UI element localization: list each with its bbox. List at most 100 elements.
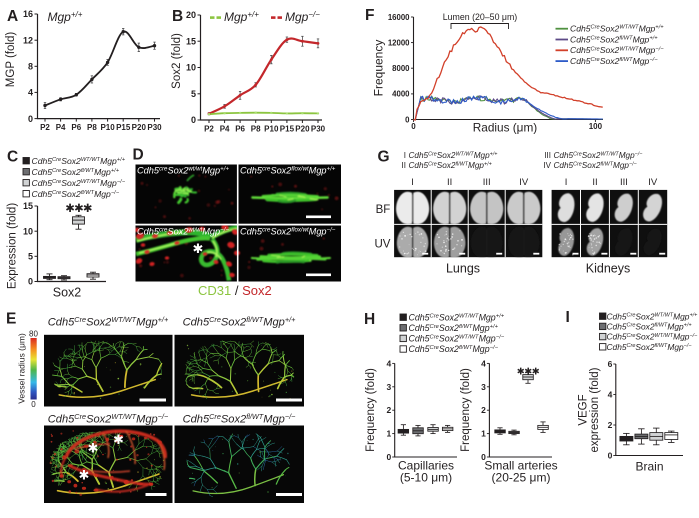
svg-text:P10: P10 bbox=[100, 123, 115, 132]
svg-text:10: 10 bbox=[186, 63, 196, 73]
svg-text:III: III bbox=[620, 177, 628, 188]
svg-text:12000: 12000 bbox=[388, 38, 410, 47]
svg-text:II: II bbox=[402, 161, 406, 170]
svg-text:UV: UV bbox=[375, 239, 391, 251]
svg-text:P4: P4 bbox=[220, 125, 230, 134]
svg-text:0: 0 bbox=[481, 452, 486, 462]
svg-text:Cdh5CreSox2WT/WTMgp−/−: Cdh5CreSox2WT/WTMgp−/− bbox=[48, 412, 169, 426]
svg-text:Cdh5CreSox2WT/WTMgp−/−: Cdh5CreSox2WT/WTMgp−/− bbox=[570, 45, 664, 55]
svg-text:Cdh5CreSox2fl/WTMgp+/+: Cdh5CreSox2fl/WTMgp+/+ bbox=[409, 161, 492, 170]
svg-text:P6: P6 bbox=[71, 123, 81, 132]
svg-text:P4: P4 bbox=[56, 123, 66, 132]
svg-text:A: A bbox=[7, 8, 18, 25]
svg-text:0: 0 bbox=[411, 122, 416, 131]
svg-text:100: 100 bbox=[589, 122, 603, 131]
svg-text:4000: 4000 bbox=[392, 90, 410, 99]
svg-text:✱: ✱ bbox=[79, 468, 90, 483]
svg-text:P2: P2 bbox=[40, 123, 50, 132]
svg-text:Frequency (fold): Frequency (fold) bbox=[365, 368, 377, 452]
svg-text:CD31 / Sox2: CD31 / Sox2 bbox=[198, 283, 272, 298]
svg-text:✱✱✱: ✱✱✱ bbox=[517, 367, 540, 378]
svg-text:MGP (fold): MGP (fold) bbox=[5, 32, 17, 88]
svg-text:5: 5 bbox=[28, 252, 33, 262]
svg-text:P20: P20 bbox=[132, 123, 147, 132]
svg-text:P30: P30 bbox=[311, 125, 326, 134]
svg-text:B: B bbox=[172, 8, 183, 25]
svg-text:Cdh5CreSox2WT/WTMgp−/−: Cdh5CreSox2WT/WTMgp−/− bbox=[607, 332, 699, 342]
svg-text:4: 4 bbox=[28, 88, 33, 98]
svg-text:Cdh5creSox2wt/wtMgp−/−: Cdh5creSox2wt/wtMgp−/− bbox=[137, 227, 229, 237]
svg-text:20: 20 bbox=[186, 10, 196, 20]
svg-text:Cdh5creSox2wt/wtMgp+/+: Cdh5creSox2wt/wtMgp+/+ bbox=[137, 166, 229, 176]
svg-text:Frequency (fold): Frequency (fold) bbox=[460, 368, 472, 452]
svg-text:Cdh5CreSox2fl/WTMgp−/−: Cdh5CreSox2fl/WTMgp−/− bbox=[409, 344, 499, 354]
svg-text:Lungs: Lungs bbox=[446, 262, 480, 276]
svg-text:P8: P8 bbox=[251, 125, 261, 134]
svg-text:Small arteries: Small arteries bbox=[484, 459, 557, 473]
svg-text:P15: P15 bbox=[280, 125, 295, 134]
svg-text:1: 1 bbox=[481, 429, 486, 439]
svg-text:P30: P30 bbox=[147, 123, 162, 132]
svg-text:Cdh5CreSox2WT/WTMgp−/−: Cdh5CreSox2WT/WTMgp−/− bbox=[554, 151, 643, 160]
svg-text:Sox2: Sox2 bbox=[53, 286, 82, 300]
svg-text:2: 2 bbox=[608, 420, 613, 430]
svg-text:Capillaries: Capillaries bbox=[398, 459, 454, 473]
svg-text:I: I bbox=[566, 309, 570, 326]
svg-text:Cdh5creSox2flox/wtMgp−/−: Cdh5creSox2flox/wtMgp−/− bbox=[240, 227, 336, 237]
svg-text:VEGF: VEGF bbox=[578, 394, 590, 425]
svg-text:2: 2 bbox=[386, 405, 391, 415]
svg-text:0: 0 bbox=[28, 114, 33, 124]
svg-text:0: 0 bbox=[405, 115, 410, 124]
svg-text:Cdh5CreSox2fl/WTMgp−/−: Cdh5CreSox2fl/WTMgp−/− bbox=[570, 56, 658, 66]
svg-text:✱: ✱ bbox=[88, 441, 99, 456]
svg-text:D: D bbox=[133, 147, 144, 164]
svg-text:Cdh5CreSox2fl/WTMgp+/+: Cdh5CreSox2fl/WTMgp+/+ bbox=[570, 34, 658, 44]
svg-text:16000: 16000 bbox=[388, 13, 410, 22]
svg-text:Frequency: Frequency bbox=[372, 40, 386, 97]
svg-text:Cdh5CreSox2WT/WTMgp−/−: Cdh5CreSox2WT/WTMgp−/− bbox=[409, 334, 505, 344]
svg-text:Vessel radius (μm): Vessel radius (μm) bbox=[17, 333, 27, 404]
svg-text:E: E bbox=[6, 311, 16, 328]
svg-text:IV: IV bbox=[648, 177, 658, 188]
svg-text:12: 12 bbox=[23, 35, 33, 45]
svg-text:F: F bbox=[365, 7, 374, 24]
svg-text:expression (fold): expression (fold) bbox=[589, 367, 601, 452]
svg-text:Kidneys: Kidneys bbox=[586, 262, 630, 276]
svg-text:P20: P20 bbox=[295, 125, 310, 134]
svg-text:Expression (fold): Expression (fold) bbox=[7, 203, 19, 289]
svg-text:4: 4 bbox=[386, 358, 391, 368]
svg-text:IV: IV bbox=[519, 177, 529, 188]
svg-text:Cdh5CreSox2fl/WTMgp−/−: Cdh5CreSox2fl/WTMgp−/− bbox=[607, 342, 693, 352]
svg-text:10: 10 bbox=[23, 226, 33, 236]
svg-text:P8: P8 bbox=[87, 123, 97, 132]
svg-text:Cdh5CreSox2WT/WTMgp+/+: Cdh5CreSox2WT/WTMgp+/+ bbox=[409, 312, 505, 322]
svg-text:Cdh5CreSox2fl/WTMgp+/+: Cdh5CreSox2fl/WTMgp+/+ bbox=[32, 167, 120, 177]
svg-text:0: 0 bbox=[386, 452, 391, 462]
svg-text:Sox2 (fold): Sox2 (fold) bbox=[171, 33, 183, 89]
svg-text:3: 3 bbox=[481, 382, 486, 392]
svg-text:5: 5 bbox=[191, 89, 196, 99]
svg-text:3: 3 bbox=[386, 382, 391, 392]
svg-text:Cdh5CreSox2fl/WTMgp+/+: Cdh5CreSox2fl/WTMgp+/+ bbox=[607, 322, 693, 332]
svg-text:✱: ✱ bbox=[193, 241, 204, 256]
svg-text:P15: P15 bbox=[116, 123, 131, 132]
svg-text:C: C bbox=[7, 149, 18, 166]
svg-text:Cdh5creSox2flox/wtMgp+/+: Cdh5creSox2flox/wtMgp+/+ bbox=[240, 166, 336, 176]
svg-text:BF: BF bbox=[376, 204, 391, 216]
svg-text:0: 0 bbox=[31, 400, 36, 409]
svg-text:Cdh5CreSox2fl/WTMgp+/+: Cdh5CreSox2fl/WTMgp+/+ bbox=[183, 315, 297, 329]
svg-text:✱✱✱: ✱✱✱ bbox=[65, 203, 93, 215]
svg-text:16: 16 bbox=[23, 9, 33, 19]
svg-text:4: 4 bbox=[608, 390, 613, 400]
svg-text:(5-10 μm): (5-10 μm) bbox=[400, 471, 452, 485]
svg-text:Radius (μm): Radius (μm) bbox=[473, 121, 538, 135]
svg-text:0: 0 bbox=[608, 451, 613, 461]
svg-text:Cdh5CreSox2WT/WTMgp−/−: Cdh5CreSox2WT/WTMgp−/− bbox=[32, 178, 126, 188]
svg-text:Cdh5CreSox2WT/WTMgp+/+: Cdh5CreSox2WT/WTMgp+/+ bbox=[48, 315, 169, 329]
svg-text:P10: P10 bbox=[264, 125, 279, 134]
svg-text:80: 80 bbox=[29, 330, 38, 339]
svg-text:4: 4 bbox=[481, 358, 486, 368]
svg-text:I: I bbox=[404, 151, 406, 160]
svg-text:Cdh5CreSox2WT/WTMgp+/+: Cdh5CreSox2WT/WTMgp+/+ bbox=[570, 24, 664, 34]
svg-text:8: 8 bbox=[28, 62, 33, 72]
